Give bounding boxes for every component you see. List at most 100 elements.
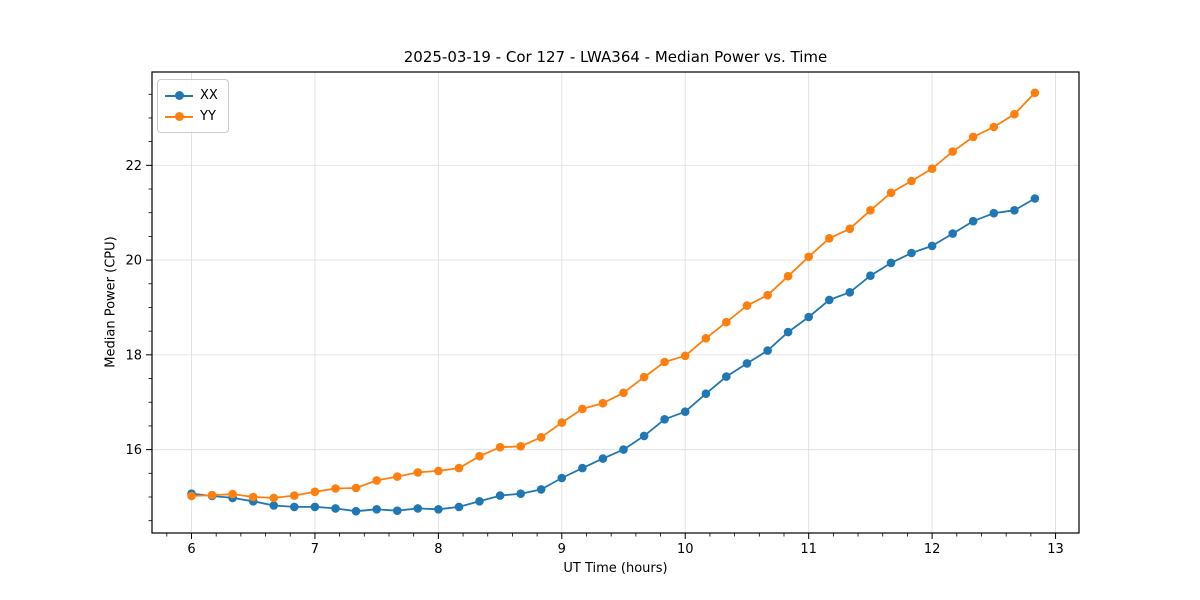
y-tick-label: 20 (125, 254, 142, 269)
data-point (248, 492, 258, 502)
data-point (413, 504, 423, 513)
legend-label-xx: XX (200, 88, 218, 103)
data-point (763, 290, 772, 300)
data-point (1030, 194, 1040, 203)
data-point (187, 491, 196, 501)
y-tick-label: 18 (125, 348, 142, 363)
data-point (722, 317, 731, 327)
data-point (1030, 88, 1040, 98)
data-point (722, 372, 731, 381)
data-point (742, 359, 752, 368)
data-point (1010, 206, 1019, 215)
data-point (845, 288, 855, 297)
data-point (825, 234, 834, 243)
data-point (434, 505, 443, 514)
x-tick-label: 10 (677, 542, 694, 557)
data-point (989, 208, 999, 218)
data-point (331, 504, 340, 513)
data-point (536, 433, 546, 442)
data-point (907, 248, 916, 258)
x-tick-label: 6 (187, 542, 195, 557)
data-point (948, 147, 957, 156)
data-point (639, 372, 649, 382)
data-point (331, 484, 340, 493)
x-tick-label: 13 (1047, 542, 1064, 557)
series-markers-xx (187, 194, 1040, 516)
data-point (351, 506, 361, 516)
data-point (619, 388, 628, 398)
legend: XX YY (157, 79, 229, 133)
gridlines (152, 72, 1079, 533)
data-point (701, 334, 711, 343)
data-point (742, 301, 752, 310)
x-axis-label: UT Time (hours) (563, 561, 668, 576)
data-point (968, 132, 978, 142)
data-point (393, 472, 402, 481)
x-tick-label: 12 (924, 542, 941, 557)
data-point (989, 122, 999, 132)
data-point (907, 176, 916, 186)
data-point (516, 489, 525, 499)
data-point (557, 473, 567, 483)
plot-border (151, 71, 1080, 534)
x-tick-label: 9 (558, 542, 566, 557)
y-tick-label: 16 (125, 443, 142, 458)
chart-title: 2025-03-19 - Cor 127 - LWA364 - Median P… (403, 48, 828, 66)
data-point (557, 418, 567, 427)
y-tick-label: 22 (125, 159, 142, 174)
data-point (660, 357, 669, 367)
data-point (495, 491, 505, 500)
data-point (475, 497, 484, 506)
data-point (351, 483, 361, 493)
data-point (804, 312, 813, 322)
data-point (269, 501, 279, 510)
data-point (783, 327, 793, 337)
data-point (454, 502, 464, 512)
data-point (701, 389, 711, 399)
data-point (228, 489, 237, 499)
data-point (598, 454, 608, 463)
minor-ticks (148, 93, 1032, 537)
series-markers-yy (187, 88, 1040, 503)
data-point (825, 295, 834, 305)
data-point (968, 216, 978, 226)
data-point (783, 271, 793, 281)
data-point (372, 476, 382, 485)
data-point (290, 491, 299, 500)
legend-line-marker-icon (165, 110, 193, 123)
x-tick-label: 11 (800, 542, 817, 557)
data-point (866, 271, 875, 281)
x-tick-label: 8 (434, 542, 442, 557)
data-point (948, 229, 957, 238)
x-axis-ticks: 6 7 8 9 10 11 12 13 (187, 533, 1064, 557)
series-line-yy (191, 92, 1036, 499)
data-point (598, 398, 608, 408)
data-point (680, 351, 690, 361)
legend-item-xx: XX (165, 85, 218, 106)
data-point (454, 463, 464, 473)
data-point (269, 493, 279, 503)
data-point (1010, 109, 1019, 119)
data-point (680, 407, 690, 417)
data-point (660, 415, 669, 424)
data-point (845, 224, 855, 234)
legend-item-yy: YY (165, 106, 218, 127)
data-point (434, 466, 443, 476)
data-point (475, 451, 484, 461)
y-axis-ticks: 16 18 20 22 (125, 159, 152, 458)
data-point (866, 206, 875, 215)
x-tick-label: 7 (311, 542, 319, 557)
data-point (886, 258, 896, 268)
data-point (927, 241, 937, 251)
data-point (578, 404, 587, 414)
data-point (886, 188, 896, 198)
data-point (763, 346, 772, 355)
data-point (495, 442, 505, 452)
data-point (804, 252, 813, 262)
data-point (639, 431, 649, 441)
data-point (619, 445, 628, 454)
data-point (927, 164, 937, 173)
data-point (536, 485, 546, 494)
